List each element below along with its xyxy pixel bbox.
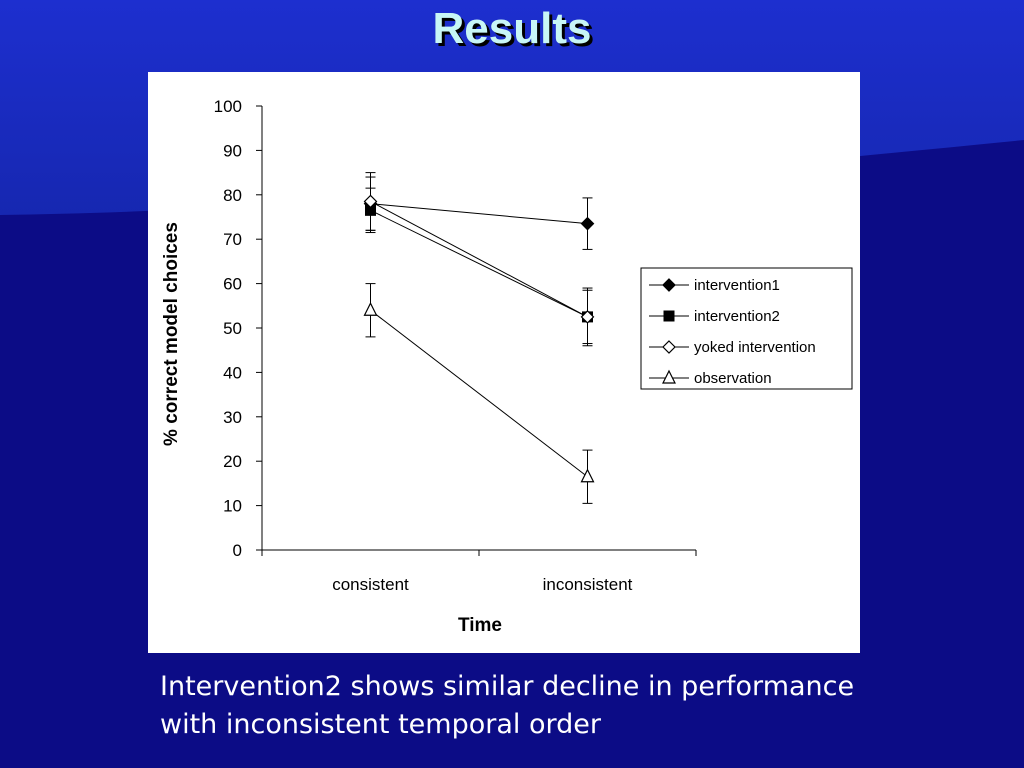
data-point-intervention1 [580,216,595,231]
legend-label-yoked-intervention: yoked intervention [694,339,816,356]
legend-marker-intervention1 [662,278,676,292]
x-axis-title: Time [458,615,502,636]
caption-line-2: with inconsistent temporal order [160,709,601,740]
legend-marker-intervention2 [663,310,675,322]
data-point-observation [363,301,378,316]
data-point-observation [580,468,595,483]
y-tick-label: 10 [223,497,242,516]
y-tick-label: 90 [223,141,242,160]
series-line-observation [370,309,588,478]
y-tick-label: 50 [223,319,242,338]
y-tick-label: 80 [223,186,242,205]
y-tick-label: 0 [233,541,242,560]
legend-label-intervention1: intervention1 [694,277,780,294]
y-tick-label: 30 [223,408,242,427]
data-point-yoked-intervention [363,194,378,209]
x-tick-label: consistent [332,575,409,594]
series-line-intervention1 [370,203,588,225]
y-tick-label: 100 [214,97,242,116]
legend-label-intervention2: intervention2 [694,308,780,325]
chart-panel: 0 10 20 30 40 50 60 70 80 90 100 consistent inconsis… [148,72,860,653]
slide-title: Results [432,4,592,53]
y-axis-title: % correct model choices [161,222,182,446]
series-line-yoked-intervention [370,201,588,318]
y-tick-label: 60 [223,275,242,294]
data-point-yoked-intervention [580,310,595,324]
legend-box [640,267,853,390]
legend-marker-yoked-intervention [662,340,676,354]
series-line-intervention2 [370,209,588,318]
caption-line-1: Intervention2 shows similar decline in p… [160,671,855,702]
legend-label-observation: observation [694,370,772,387]
y-tick-label: 40 [223,363,242,382]
line-chart: 0 10 20 30 40 50 60 70 80 90 100 consistent inconsis… [161,97,853,636]
slide-caption: Intervention2 shows similar decline in p… [160,668,980,744]
x-tick-label: inconsistent [543,575,633,594]
y-tick-label: 70 [223,230,242,249]
y-tick-label: 20 [223,452,242,471]
legend-marker-observation [662,369,676,384]
